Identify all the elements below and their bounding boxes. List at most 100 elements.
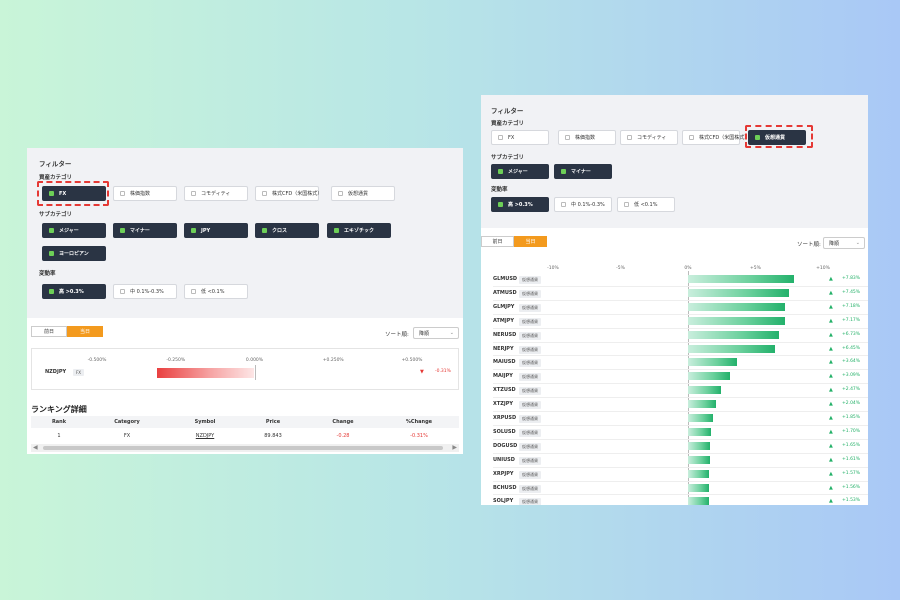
checkbox-icon bbox=[191, 191, 196, 196]
percent-change-label: +1.57% bbox=[842, 470, 861, 476]
symbol-label: UNIUSD bbox=[493, 456, 515, 463]
asset-chip-2[interactable]: コモディティ bbox=[184, 186, 248, 201]
volatility-chip-1[interactable]: 中 0.1%-0.3% bbox=[554, 197, 612, 212]
tab-previous-day[interactable]: 前日 bbox=[31, 326, 67, 337]
checkbox-icon bbox=[689, 135, 694, 140]
subcategory-chip-5[interactable]: ヨーロピアン bbox=[42, 246, 106, 261]
checkbox-icon bbox=[624, 202, 629, 207]
row-separator bbox=[493, 411, 868, 412]
crypto-chip-highlight bbox=[745, 125, 813, 148]
category-badge: 仮想通貨 bbox=[519, 345, 541, 354]
percent-change-label: +7.83% bbox=[842, 276, 861, 281]
asset-chip-0[interactable]: FX bbox=[42, 186, 106, 201]
subcategory-chip-1[interactable]: マイナー bbox=[554, 164, 612, 179]
tab-today[interactable]: 当日 bbox=[67, 326, 103, 337]
percent-change-label: +1.56% bbox=[842, 484, 861, 490]
change-bar bbox=[688, 414, 713, 422]
subcategory-chip-0[interactable]: メジャー bbox=[42, 223, 106, 238]
volatility-chip-2[interactable]: 低 <0.1% bbox=[184, 284, 248, 299]
change-bar bbox=[688, 483, 710, 492]
horizontal-scrollbar[interactable]: ◀ ▶ bbox=[31, 444, 459, 452]
up-triangle-icon: ▲ bbox=[829, 345, 833, 352]
checkbox-icon bbox=[561, 202, 566, 207]
up-triangle-icon: ▲ bbox=[829, 401, 833, 408]
scroll-left-icon[interactable]: ◀ bbox=[33, 444, 38, 451]
day-tabs: 前日 当日 bbox=[31, 326, 103, 337]
symbol-label: SOLJPY bbox=[493, 498, 514, 505]
row-separator bbox=[493, 327, 868, 329]
column-header-change[interactable]: %Change bbox=[405, 419, 433, 425]
asset-chip-1[interactable]: 株価指数 bbox=[113, 186, 177, 201]
sort-order-select[interactable]: 降順 ⌄ bbox=[823, 237, 865, 249]
row-separator bbox=[493, 299, 868, 301]
table-cell: FX bbox=[123, 433, 131, 439]
category-badge: 仮想通貨 bbox=[519, 456, 541, 465]
zero-axis-line bbox=[254, 365, 256, 380]
chip-label: コモディティ bbox=[201, 191, 231, 197]
column-header-price[interactable]: Price bbox=[265, 419, 281, 425]
subcategory-chip-3[interactable]: クロス bbox=[255, 223, 319, 238]
checkbox-icon bbox=[49, 289, 54, 294]
asset-chip-4[interactable]: 仮想通貨 bbox=[748, 130, 806, 145]
volatility-chip-2[interactable]: 低 <0.1% bbox=[617, 197, 675, 212]
subcategory-chip-2[interactable]: JPY bbox=[184, 223, 248, 238]
volatility-chip-0[interactable]: 高 >0.3% bbox=[42, 284, 106, 299]
checkbox-icon bbox=[561, 169, 566, 174]
scrollbar-thumb[interactable] bbox=[43, 446, 443, 450]
axis-tick-label: -0.500% bbox=[87, 358, 107, 363]
column-header-category[interactable]: Category bbox=[114, 419, 140, 425]
chip-label: 仮想通貨 bbox=[765, 135, 786, 141]
change-bar bbox=[688, 469, 710, 478]
asset-chip-2[interactable]: コモディティ bbox=[620, 130, 678, 145]
tab-today[interactable]: 当日 bbox=[514, 236, 547, 247]
axis-tick-label: +10% bbox=[816, 266, 830, 271]
category-badge: 仮想通貨 bbox=[519, 331, 541, 340]
up-triangle-icon: ▲ bbox=[829, 276, 833, 282]
percent-change-label: +1.85% bbox=[842, 415, 861, 420]
category-badge: 仮想通貨 bbox=[519, 484, 541, 493]
left-screenshot-panel: フィルター 資産カテゴリ FX 株価指数 コモディティ 株式CFD（米国株式） 仮想通貨… bbox=[27, 148, 463, 454]
symbol-label: ATMUSD bbox=[493, 289, 517, 296]
asset-chip-4[interactable]: 仮想通貨 bbox=[331, 186, 395, 201]
sort-order-select[interactable]: 降順 ⌄ bbox=[413, 327, 459, 339]
column-header-rank[interactable]: Rank bbox=[51, 419, 67, 425]
asset-chip-3[interactable]: 株式CFD（米国株式） bbox=[255, 186, 322, 201]
tab-previous-day[interactable]: 前日 bbox=[481, 236, 514, 247]
scroll-right-icon[interactable]: ▶ bbox=[452, 444, 457, 451]
sort-label: ソート順: bbox=[797, 242, 821, 248]
column-header-symbol[interactable]: Symbol bbox=[194, 419, 216, 425]
category-badge: 仮想通貨 bbox=[519, 415, 541, 423]
volatility-chip-1[interactable]: 中 0.1%-0.3% bbox=[113, 284, 177, 299]
asset-chip-0[interactable]: FX bbox=[491, 130, 549, 145]
change-bar bbox=[688, 497, 709, 505]
asset-chip-1[interactable]: 株価指数 bbox=[558, 130, 616, 145]
volatility-chip-0[interactable]: 高 >0.3% bbox=[491, 197, 549, 212]
chip-label: FX bbox=[59, 190, 67, 197]
subcategory-chip-0[interactable]: メジャー bbox=[491, 164, 549, 179]
filter-area: フィルター 資産カテゴリ FX 株価指数 コモディティ 株式CFD（米国株式） 仮想通貨… bbox=[27, 148, 463, 318]
chip-label: 株価指数 bbox=[130, 191, 151, 197]
checkbox-icon bbox=[498, 202, 503, 207]
category-badge: 仮想通貨 bbox=[519, 442, 541, 451]
subcategory-chip-1[interactable]: マイナー bbox=[113, 223, 177, 238]
row-separator bbox=[493, 313, 868, 315]
symbol-label: GLMUSD bbox=[493, 276, 518, 282]
percent-change-label: +1.65% bbox=[842, 442, 861, 448]
up-triangle-icon: ▲ bbox=[829, 498, 833, 505]
chip-label: マイナー bbox=[571, 169, 591, 175]
checkbox-icon bbox=[498, 135, 503, 140]
symbol-link[interactable]: NZDJPY bbox=[195, 433, 215, 439]
change-bar bbox=[688, 358, 738, 367]
chip-label: 株式CFD（米国株式） bbox=[699, 135, 750, 141]
symbol-label: XRPUSD bbox=[493, 415, 517, 421]
column-header-change[interactable]: Change bbox=[332, 419, 354, 425]
table-cell: -0.31% bbox=[410, 433, 428, 439]
checkbox-icon bbox=[49, 251, 54, 256]
chip-label: エキゾチック bbox=[344, 228, 375, 234]
subcategory-chip-4[interactable]: エキゾチック bbox=[327, 223, 391, 238]
day-tabs: 前日 当日 bbox=[481, 236, 547, 247]
asset-chip-3[interactable]: 株式CFD（米国株式） bbox=[682, 130, 749, 145]
checkbox-icon bbox=[191, 289, 196, 294]
subcategory-label: サブカテゴリ bbox=[39, 212, 73, 218]
percent-change-label: +1.53% bbox=[842, 498, 861, 504]
